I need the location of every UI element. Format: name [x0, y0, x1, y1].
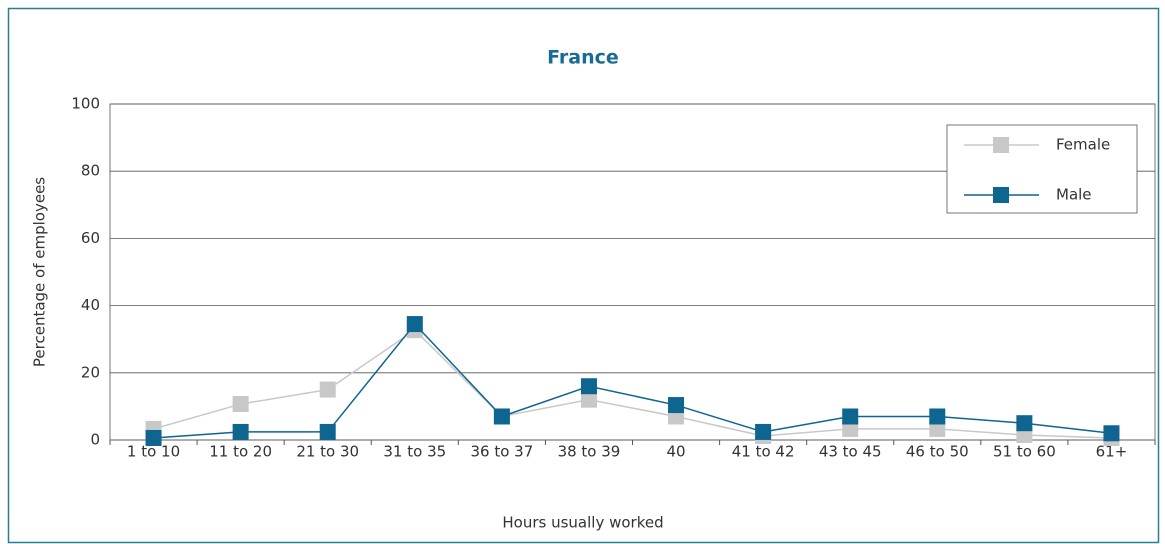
y-tick-label: 20 [81, 363, 100, 381]
chart-title: France [547, 47, 619, 69]
x-tick-label: 51 to 60 [993, 443, 1056, 461]
x-tick-label: 46 to 50 [906, 443, 969, 461]
marker [406, 316, 423, 333]
legend-marker [993, 187, 1009, 203]
marker [580, 391, 597, 408]
x-tick-label: 41 to 42 [732, 443, 795, 461]
frame [7, 7, 1160, 544]
y-tick-label: 40 [81, 296, 100, 314]
x-tick-label: 21 to 30 [296, 443, 359, 461]
x-tick-label: 61+ [1096, 443, 1128, 461]
marker [145, 429, 162, 446]
marker [493, 408, 510, 425]
marker [319, 423, 336, 440]
marker [668, 397, 685, 414]
x-tick-label: 40 [666, 443, 685, 461]
marker [842, 408, 859, 425]
y-axis-label: Percentage of employees [31, 177, 49, 367]
marker [929, 408, 946, 425]
marker [319, 381, 336, 398]
marker [929, 420, 946, 437]
x-tick-label: 43 to 45 [819, 443, 882, 461]
x-tick-label: 38 to 39 [558, 443, 621, 461]
marker [232, 396, 249, 413]
legend-box [946, 124, 1138, 214]
x-tick-label: 1 to 10 [127, 443, 180, 461]
marker [1103, 425, 1120, 442]
series-line [153, 329, 1112, 439]
marker [842, 420, 859, 437]
marker [232, 423, 249, 440]
y-tick-label: 100 [71, 95, 100, 113]
legend-marker [993, 137, 1009, 153]
marker [1016, 415, 1033, 432]
marker [580, 378, 597, 395]
legend-label: Female [1056, 136, 1110, 154]
x-tick-label: 36 to 37 [470, 443, 533, 461]
x-tick-label: 11 to 20 [209, 443, 272, 461]
x-axis-label: Hours usually worked [502, 514, 663, 532]
y-tick-label: 80 [81, 162, 100, 180]
legend-label: Male [1056, 186, 1092, 204]
y-tick-label: 0 [90, 431, 100, 449]
marker [755, 423, 772, 440]
y-tick-label: 60 [81, 229, 100, 247]
x-tick-label: 31 to 35 [383, 443, 446, 461]
series-line [153, 322, 1112, 439]
